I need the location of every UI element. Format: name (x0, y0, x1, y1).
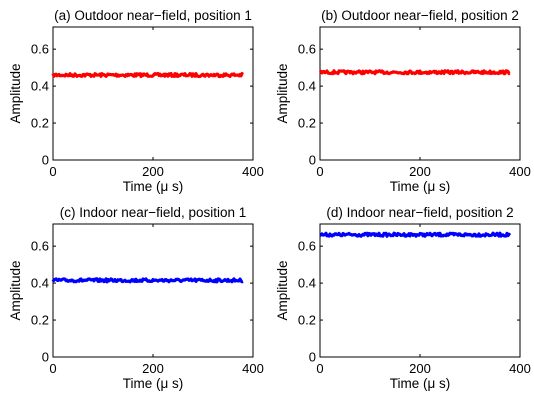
panel-title-d: (d) Indoor near−field, position 2 (326, 205, 513, 220)
plot-area-c (52, 223, 254, 358)
y-tick-label-b: 0.4 (298, 79, 316, 94)
panel-c: 0 0.2 0.4 0.6 0 200 400 (c) Indoor near−field, … (8, 205, 264, 391)
y-tick-label-d: 0.4 (298, 276, 316, 291)
x-tick-label-d: 400 (509, 361, 531, 376)
x-axis-label-a: Time (μ s) (123, 179, 184, 194)
x-axis-label-b: Time (μ s) (390, 179, 451, 194)
series-line-d (319, 231, 512, 238)
panel-b: 0 0.2 0.4 0.6 0 200 400 (b) Outdoor near−field,… (275, 8, 531, 194)
y-tick-label-c: 0 (42, 350, 49, 365)
y-tick-label-d: 0.6 (298, 239, 316, 254)
series-line-b (318, 69, 511, 76)
plot-area-a (52, 26, 254, 161)
x-tick-label-c: 400 (242, 361, 264, 376)
series-line-c (51, 277, 244, 284)
x-tick-label-d: 0 (316, 361, 323, 376)
y-axis-label-d: Amplitude (275, 260, 290, 320)
x-tick-label-c: 200 (142, 361, 164, 376)
x-axis-label-c: Time (μ s) (123, 376, 184, 391)
panel-d: 0 0.2 0.4 0.6 0 200 400 (d) Indoor near−field, … (275, 205, 531, 391)
x-tick-label-a: 400 (242, 164, 264, 179)
y-tick-label-b: 0.6 (298, 42, 316, 57)
x-tick-label-b: 0 (316, 164, 323, 179)
y-axis-label-b: Amplitude (275, 63, 290, 123)
y-tick-label-c: 0.2 (31, 313, 49, 328)
x-tick-label-a: 200 (142, 164, 164, 179)
y-tick-label-b: 0 (309, 153, 316, 168)
y-tick-label-a: 0 (42, 153, 49, 168)
plot-area-d (319, 223, 521, 358)
x-axis-label-d: Time (μ s) (390, 376, 451, 391)
panel-title-b: (b) Outdoor near−field, position 2 (321, 8, 519, 23)
y-tick-label-b: 0.2 (298, 116, 316, 131)
x-tick-label-a: 0 (49, 164, 56, 179)
y-tick-label-a: 0.6 (31, 42, 49, 57)
y-axis-label-c: Amplitude (8, 260, 23, 320)
y-tick-label-a: 0.2 (31, 116, 49, 131)
panel-title-c: (c) Indoor near−field, position 1 (60, 205, 246, 220)
y-tick-label-a: 0.4 (31, 79, 49, 94)
x-tick-label-b: 400 (509, 164, 531, 179)
y-axis-label-a: Amplitude (8, 63, 23, 123)
series-line-a (51, 71, 244, 79)
panel-title-a: (a) Outdoor near−field, position 1 (54, 8, 252, 23)
x-tick-label-d: 200 (409, 361, 431, 376)
plot-area-b (319, 26, 521, 161)
x-tick-label-c: 0 (49, 361, 56, 376)
y-tick-label-c: 0.4 (31, 276, 49, 291)
y-tick-label-d: 0 (309, 350, 316, 365)
y-tick-label-c: 0.6 (31, 239, 49, 254)
y-tick-label-d: 0.2 (298, 313, 316, 328)
panel-a: 0 0.2 0.4 0.6 0 200 400 (a) Outdoor near−field,… (8, 8, 264, 194)
x-tick-label-b: 200 (409, 164, 431, 179)
